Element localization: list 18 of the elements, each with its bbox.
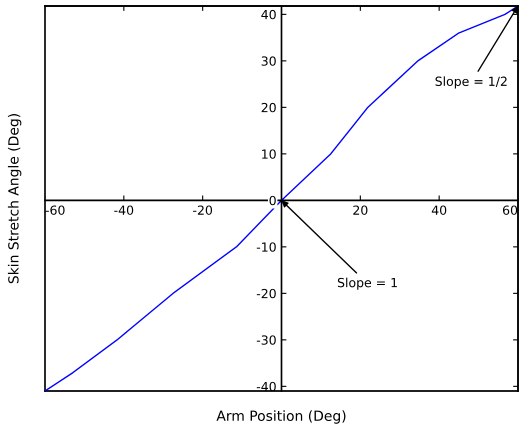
x-tick-label: -20 xyxy=(193,205,212,215)
y-tick-label: -10 xyxy=(256,242,276,252)
y-tick-label: -30 xyxy=(256,335,276,345)
y-tick-label: -40 xyxy=(256,382,276,392)
x-tick-label: -40 xyxy=(114,205,134,215)
y-tick-label: 40 xyxy=(261,10,276,20)
x-tick-label: 40 xyxy=(432,205,446,215)
y-axis-title: Skin Stretch Angle (Deg) xyxy=(8,114,22,284)
x-tick-label: 20 xyxy=(353,205,368,215)
y-tick-label: -20 xyxy=(256,288,276,298)
line-series xyxy=(45,6,518,391)
y-tick-label: 20 xyxy=(262,102,276,112)
x-axis-title: Arm Position (Deg) xyxy=(216,410,346,424)
annotation: Slope = 1 xyxy=(338,278,397,290)
y-tick-label: 30 xyxy=(262,56,276,66)
y-tick-label: 0 xyxy=(270,196,276,206)
y-tick-label: 10 xyxy=(262,149,276,159)
annotation: Slope = 1/2 xyxy=(435,76,507,88)
